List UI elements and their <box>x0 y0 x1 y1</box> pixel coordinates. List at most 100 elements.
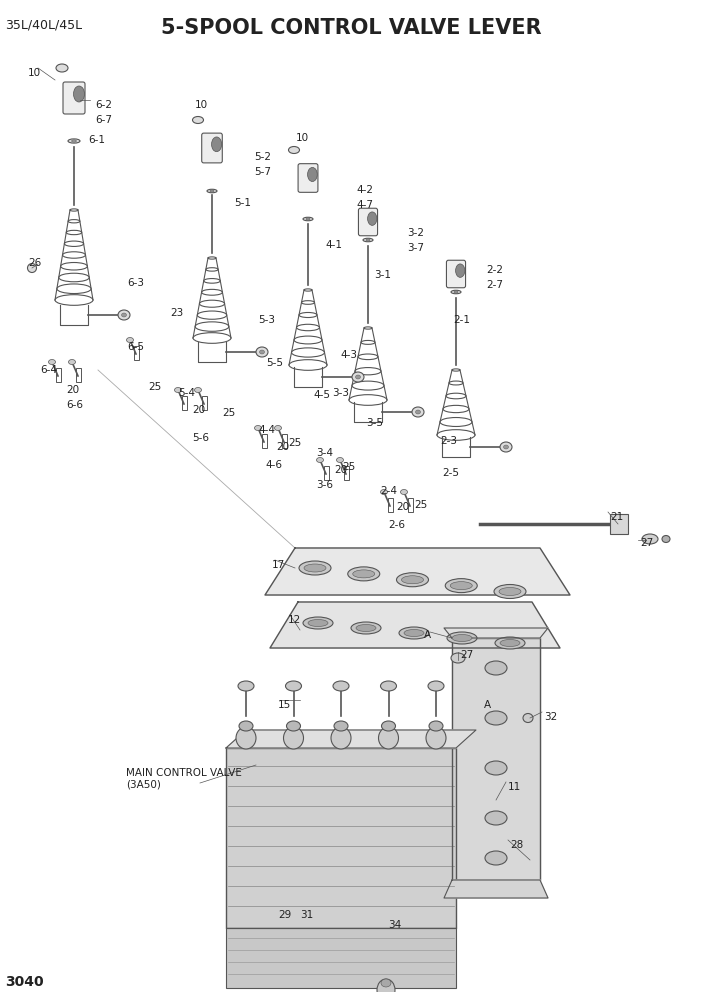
Ellipse shape <box>351 622 381 634</box>
Bar <box>610 514 628 534</box>
Ellipse shape <box>56 64 68 72</box>
Ellipse shape <box>454 291 458 293</box>
FancyBboxPatch shape <box>446 260 465 288</box>
Bar <box>282 434 287 448</box>
Text: 25: 25 <box>148 382 161 392</box>
Text: 3-4: 3-4 <box>316 448 333 458</box>
Text: 25: 25 <box>342 462 355 472</box>
Text: 2-1: 2-1 <box>453 315 470 325</box>
Ellipse shape <box>428 681 444 691</box>
Ellipse shape <box>308 619 328 627</box>
FancyBboxPatch shape <box>359 208 378 236</box>
Text: 4-3: 4-3 <box>340 350 357 360</box>
Bar <box>182 396 187 410</box>
Text: 5-7: 5-7 <box>254 167 271 177</box>
Ellipse shape <box>416 410 420 414</box>
Ellipse shape <box>304 564 326 572</box>
Bar <box>226 928 456 988</box>
Ellipse shape <box>299 561 331 575</box>
Text: 5-4: 5-4 <box>178 388 195 398</box>
Text: 17: 17 <box>272 560 285 570</box>
Text: 27: 27 <box>460 650 473 660</box>
Text: 35L/40L/45L: 35L/40L/45L <box>5 18 82 31</box>
Ellipse shape <box>380 681 397 691</box>
FancyBboxPatch shape <box>63 82 85 114</box>
Ellipse shape <box>499 587 521 595</box>
Text: 2-6: 2-6 <box>388 520 405 530</box>
Ellipse shape <box>503 445 508 449</box>
Text: 2-5: 2-5 <box>442 468 459 478</box>
Text: 27: 27 <box>640 538 654 548</box>
Text: 23: 23 <box>170 308 183 318</box>
Ellipse shape <box>238 681 254 691</box>
Bar <box>76 368 81 382</box>
Ellipse shape <box>381 721 395 731</box>
Text: 2-3: 2-3 <box>440 436 457 446</box>
Text: 5-1: 5-1 <box>234 198 251 208</box>
Text: 20: 20 <box>192 405 205 415</box>
Ellipse shape <box>306 218 310 220</box>
Bar <box>56 368 61 382</box>
Ellipse shape <box>523 713 533 722</box>
Text: 11: 11 <box>508 782 522 792</box>
Ellipse shape <box>256 347 268 357</box>
Text: 3-5: 3-5 <box>366 418 383 428</box>
Text: 2-4: 2-4 <box>380 486 397 496</box>
Text: 15: 15 <box>278 700 291 710</box>
Ellipse shape <box>404 630 424 637</box>
Text: 2-7: 2-7 <box>486 280 503 290</box>
Text: MAIN CONTROL VALVE
(3A50): MAIN CONTROL VALVE (3A50) <box>126 768 242 790</box>
Ellipse shape <box>426 727 446 749</box>
Ellipse shape <box>274 426 282 431</box>
Ellipse shape <box>72 140 77 142</box>
Text: 20: 20 <box>66 385 79 395</box>
Ellipse shape <box>260 350 265 354</box>
Ellipse shape <box>452 635 472 642</box>
Ellipse shape <box>447 632 477 644</box>
Ellipse shape <box>381 979 391 987</box>
Text: 5-5: 5-5 <box>266 358 283 368</box>
Ellipse shape <box>485 661 507 675</box>
Ellipse shape <box>402 575 423 583</box>
Text: 6-7: 6-7 <box>95 115 112 125</box>
Ellipse shape <box>317 457 324 462</box>
Bar <box>262 434 267 448</box>
Text: 32: 32 <box>544 712 557 722</box>
Text: 20: 20 <box>334 465 347 475</box>
Ellipse shape <box>401 489 407 494</box>
Bar <box>324 466 329 480</box>
Ellipse shape <box>118 310 130 320</box>
Text: 4-2: 4-2 <box>356 185 373 195</box>
Ellipse shape <box>378 727 399 749</box>
Text: 25: 25 <box>222 408 235 418</box>
Ellipse shape <box>68 139 80 143</box>
Text: 3-3: 3-3 <box>332 388 349 398</box>
Text: 3-6: 3-6 <box>316 480 333 490</box>
Ellipse shape <box>334 721 348 731</box>
Ellipse shape <box>303 217 313 221</box>
Text: 34: 34 <box>388 920 402 930</box>
Ellipse shape <box>236 727 256 749</box>
Ellipse shape <box>194 388 201 393</box>
Text: 5-SPOOL CONTROL VALVE LEVER: 5-SPOOL CONTROL VALVE LEVER <box>161 18 541 38</box>
Ellipse shape <box>662 536 670 543</box>
Ellipse shape <box>175 388 182 393</box>
Ellipse shape <box>126 337 133 342</box>
Text: 5-2: 5-2 <box>254 152 271 162</box>
Ellipse shape <box>399 627 429 639</box>
Ellipse shape <box>333 681 349 691</box>
Ellipse shape <box>336 457 343 462</box>
Ellipse shape <box>27 264 37 273</box>
Ellipse shape <box>485 761 507 775</box>
Text: 21: 21 <box>610 512 623 522</box>
Ellipse shape <box>74 86 84 102</box>
Ellipse shape <box>239 721 253 731</box>
Ellipse shape <box>352 372 364 382</box>
Ellipse shape <box>366 239 370 241</box>
Text: 2-2: 2-2 <box>486 265 503 275</box>
Ellipse shape <box>207 189 217 192</box>
Ellipse shape <box>429 721 443 731</box>
Ellipse shape <box>485 711 507 725</box>
Ellipse shape <box>286 721 300 731</box>
Ellipse shape <box>284 727 303 749</box>
